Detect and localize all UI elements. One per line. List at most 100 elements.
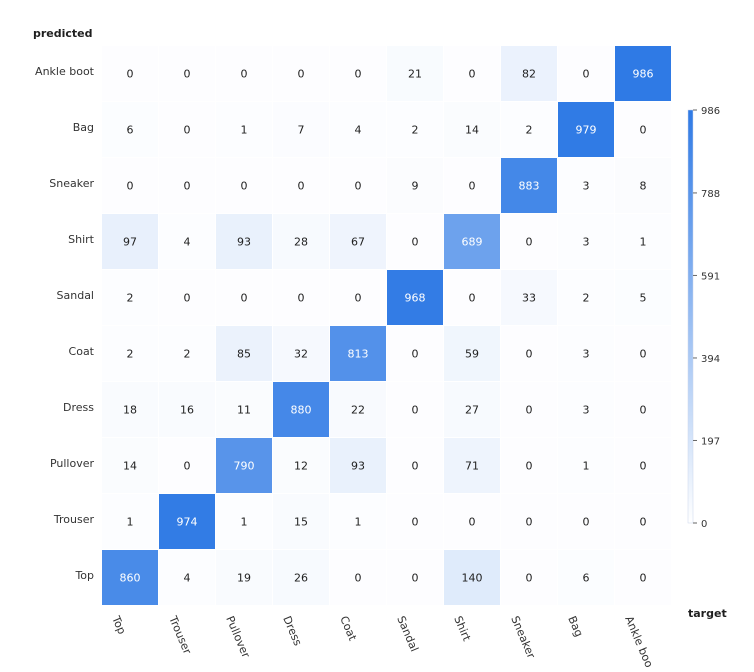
heatmap-cell [444, 494, 500, 549]
row-labels: Ankle boot Bag Sneaker Shirt Sandal Coat Dress… [35, 65, 95, 582]
cell-value-label: 0 [298, 180, 305, 193]
cell-value-label: 0 [640, 348, 647, 361]
heatmap-cell [615, 494, 671, 549]
colorbar-tick-label: 0 [701, 519, 707, 530]
cell-value-label: 85 [237, 348, 251, 361]
heatmap-cell [387, 438, 443, 493]
row-label: Sneaker [49, 177, 94, 190]
heatmap-cell [159, 382, 215, 437]
column-label: Shirt [451, 614, 473, 644]
column-label: Dress [280, 614, 304, 648]
cell-value-label: 0 [640, 124, 647, 137]
cell-value-label: 0 [241, 180, 248, 193]
heatmap-cell [102, 326, 158, 381]
cell-value-label: 3 [583, 236, 590, 249]
heatmap-cell [615, 158, 671, 213]
cell-value-label: 33 [522, 292, 536, 305]
heatmap-cell [216, 494, 272, 549]
cell-value-label: 1 [241, 516, 248, 529]
heatmap-cell [273, 326, 329, 381]
cell-value-label: 0 [526, 516, 533, 529]
heatmap-cell [558, 46, 614, 101]
heatmap-cell [330, 46, 386, 101]
heatmap-cell [558, 438, 614, 493]
cell-value-label: 14 [123, 460, 137, 473]
heatmap-cell [387, 382, 443, 437]
row-label: Pullover [50, 457, 95, 470]
column-label: Bag [565, 614, 585, 639]
cell-value-label: 0 [127, 180, 134, 193]
heatmap-cell [387, 494, 443, 549]
cell-value-label: 5 [640, 292, 647, 305]
cell-value-label: 974 [177, 516, 198, 529]
heatmap-cell [444, 214, 500, 269]
heatmap-cell [216, 438, 272, 493]
heatmap-cell [387, 270, 443, 325]
heatmap-cell [501, 46, 557, 101]
cell-value-label: 26 [294, 572, 308, 585]
heatmap-cell [216, 102, 272, 157]
heatmap-cell [216, 270, 272, 325]
row-label: Bag [73, 121, 94, 134]
column-label: Sneaker [508, 614, 538, 661]
heatmap-cell [444, 438, 500, 493]
cell-value-label: 21 [408, 68, 422, 81]
heatmap-cell [102, 494, 158, 549]
cell-value-label: 59 [465, 348, 479, 361]
heatmap-cell [387, 102, 443, 157]
heatmap-cell [615, 550, 671, 605]
cell-value-label: 6 [583, 572, 590, 585]
cell-value-label: 97 [123, 236, 137, 249]
cell-value-label: 1 [241, 124, 248, 137]
heatmap-cell [159, 46, 215, 101]
cell-value-label: 0 [298, 68, 305, 81]
heatmap-cell [216, 158, 272, 213]
heatmap-cell [159, 214, 215, 269]
cell-value-label: 0 [469, 292, 476, 305]
cell-value-label: 0 [241, 68, 248, 81]
heatmap-cell [102, 382, 158, 437]
cell-value-label: 9 [412, 180, 419, 193]
cell-value-label: 93 [351, 460, 365, 473]
heatmap-cell [159, 494, 215, 549]
cell-value-label: 0 [640, 572, 647, 585]
heatmap-cell [102, 550, 158, 605]
cell-value-label: 0 [127, 68, 134, 81]
heatmap-cell [615, 102, 671, 157]
cell-value-label: 1 [355, 516, 362, 529]
column-label: Trouser [166, 613, 194, 656]
column-label: Ankle boo [622, 614, 655, 670]
cell-value-label: 0 [640, 404, 647, 417]
column-label: Top [109, 613, 129, 636]
heatmap-cell [444, 102, 500, 157]
heatmap-cell [444, 550, 500, 605]
heatmap-cell [615, 46, 671, 101]
heatmap-cell [102, 158, 158, 213]
heatmap-cell [330, 382, 386, 437]
heatmap-cell [501, 326, 557, 381]
heatmap-cell [501, 494, 557, 549]
heatmap-cell [273, 102, 329, 157]
heatmap-cell [159, 438, 215, 493]
column-label: Sandal [394, 614, 421, 654]
heatmap-cell [387, 46, 443, 101]
cell-value-label: 18 [123, 404, 137, 417]
heatmap-cell [444, 326, 500, 381]
heatmap-cell [273, 550, 329, 605]
x-axis-title: target [688, 607, 727, 620]
cell-value-label: 689 [462, 236, 483, 249]
cell-value-label: 3 [583, 404, 590, 417]
heatmap-cell [216, 46, 272, 101]
heatmap-cell [102, 102, 158, 157]
cell-value-label: 2 [127, 348, 134, 361]
heatmap-cell [159, 326, 215, 381]
cell-value-label: 0 [412, 348, 419, 361]
row-label: Dress [63, 401, 94, 414]
heatmap-cell [501, 214, 557, 269]
colorbar-tick-label: 788 [701, 189, 720, 200]
cell-value-label: 16 [180, 404, 194, 417]
cell-value-label: 0 [412, 572, 419, 585]
cell-value-label: 6 [127, 124, 134, 137]
heatmap-cell [558, 270, 614, 325]
